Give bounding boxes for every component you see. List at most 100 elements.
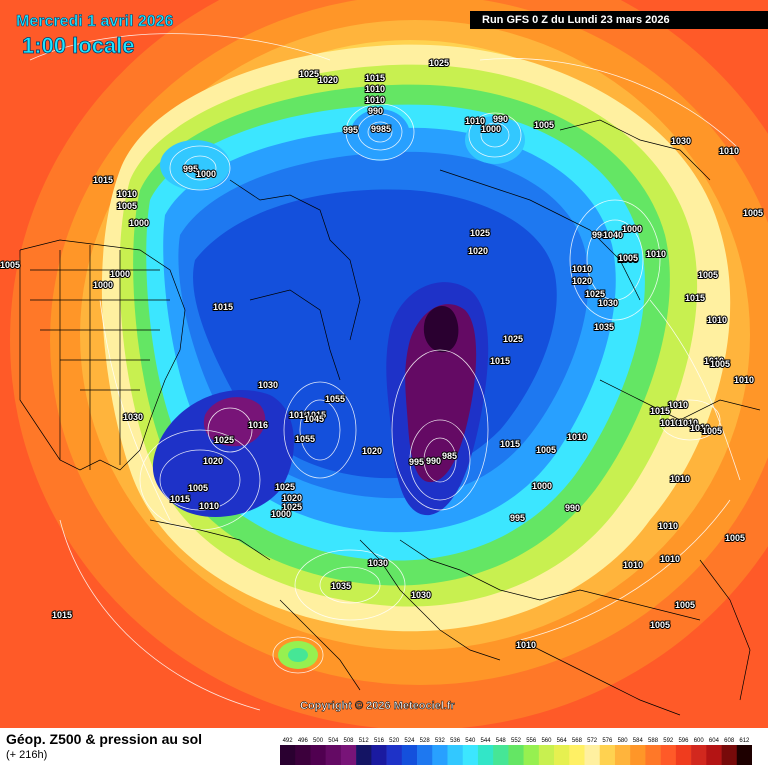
scale-tick-label: 540 bbox=[465, 738, 476, 744]
pressure-label: 990 bbox=[368, 106, 383, 116]
scale-swatch bbox=[401, 745, 418, 765]
pressure-label: 1025 bbox=[282, 502, 302, 512]
scale-tick-label: 500 bbox=[313, 738, 324, 744]
pressure-label: 1030 bbox=[123, 412, 143, 422]
pressure-label: 1020 bbox=[282, 493, 302, 503]
pressure-label: 985 bbox=[442, 451, 457, 461]
scale-swatch bbox=[645, 745, 661, 765]
pressure-label: 1005 bbox=[725, 533, 745, 543]
pressure-label: 1025 bbox=[214, 435, 234, 445]
pressure-label: 1010 bbox=[668, 400, 688, 410]
scale-swatch bbox=[493, 745, 509, 765]
pressure-label: 1025 bbox=[585, 289, 605, 299]
pressure-label: 995 bbox=[510, 513, 525, 523]
isobar-lines bbox=[29, 33, 741, 711]
pressure-label: 9985 bbox=[371, 124, 391, 134]
pressure-label: 995 bbox=[409, 457, 424, 467]
scale-tick-label: 588 bbox=[648, 738, 659, 744]
pressure-label: 1005 bbox=[618, 253, 638, 263]
scale-swatch bbox=[477, 745, 494, 765]
scale-swatch bbox=[523, 745, 540, 765]
pressure-label: 1000 bbox=[110, 269, 130, 279]
pressure-label: 1015 bbox=[93, 175, 113, 185]
pressure-label: 1016 bbox=[248, 420, 268, 430]
scale-swatch bbox=[310, 745, 326, 765]
scale-tick-label: 600 bbox=[694, 738, 705, 744]
pressure-label: 1005 bbox=[536, 445, 556, 455]
pressure-label: 1010 bbox=[658, 521, 678, 531]
pressure-label: 1010 bbox=[289, 410, 309, 420]
pressure-label: 1000 bbox=[481, 124, 501, 134]
scale-swatch bbox=[447, 745, 464, 765]
pressure-label: 1010 bbox=[670, 474, 690, 484]
pressure-label: 1005 bbox=[675, 600, 695, 610]
pressure-label: 1025 bbox=[275, 482, 295, 492]
pressure-label: 1010 bbox=[660, 554, 680, 564]
scale-swatch bbox=[569, 745, 585, 765]
scale-tick-label: 568 bbox=[572, 738, 583, 744]
pressure-label: 1015 bbox=[650, 406, 670, 416]
scale-swatch bbox=[691, 745, 707, 765]
pressure-label: 1010 bbox=[199, 501, 219, 511]
pressure-label: 990 bbox=[592, 230, 607, 240]
pressure-label: 1055 bbox=[325, 394, 345, 404]
pressure-label: 1010 bbox=[365, 95, 385, 105]
scale-tick-label: 492 bbox=[283, 738, 294, 744]
scale-swatch bbox=[584, 745, 601, 765]
scale-tick-label: 564 bbox=[557, 738, 568, 744]
pressure-label: 1035 bbox=[594, 322, 614, 332]
scale-swatch bbox=[280, 745, 296, 765]
scale-swatch bbox=[630, 745, 646, 765]
pressure-label: 1005 bbox=[534, 120, 554, 130]
scale-tick-label: 524 bbox=[404, 738, 415, 744]
pressure-label: 1005 bbox=[650, 620, 670, 630]
pressure-label: 990 bbox=[493, 114, 508, 124]
pressure-label: 1000 bbox=[532, 481, 552, 491]
pressure-label: 990 bbox=[426, 456, 441, 466]
scale-swatch bbox=[371, 745, 387, 765]
pressure-label: 1010 bbox=[465, 116, 485, 126]
scale-tick-label: 612 bbox=[739, 738, 750, 744]
scale-swatch bbox=[538, 745, 555, 765]
scale-tick-label: 512 bbox=[359, 738, 370, 744]
pressure-label: 1010 bbox=[572, 264, 592, 274]
scale-swatch bbox=[675, 745, 692, 765]
pressure-label: 1015 bbox=[52, 610, 72, 620]
scale-tick-label: 520 bbox=[389, 738, 400, 744]
scale-swatch bbox=[325, 745, 342, 765]
pressure-label: 1025 bbox=[429, 58, 449, 68]
model-run-banner: Run GFS 0 Z du Lundi 23 mars 2026 bbox=[470, 11, 768, 29]
pressure-label: 1020 bbox=[318, 75, 338, 85]
pressure-label: 1020 bbox=[572, 276, 592, 286]
scale-tick-label: 504 bbox=[328, 738, 339, 744]
scale-tick-label: 496 bbox=[298, 738, 309, 744]
pressure-label: 1005 bbox=[743, 208, 763, 218]
pressure-label: 1020 bbox=[362, 446, 382, 456]
pressure-label: 1040 bbox=[603, 230, 623, 240]
scale-tick-label: 544 bbox=[481, 738, 492, 744]
pressure-label: 1025 bbox=[299, 69, 319, 79]
pressure-label: 1015 bbox=[306, 410, 326, 420]
pressure-label: 1010 bbox=[734, 375, 754, 385]
pressure-label: 1025 bbox=[470, 228, 490, 238]
scale-tick-label: 532 bbox=[435, 738, 446, 744]
scale-tick-label: 536 bbox=[450, 738, 461, 744]
scale-swatch bbox=[356, 745, 372, 765]
pressure-label: 1030 bbox=[411, 590, 431, 600]
scale-swatch bbox=[706, 745, 722, 765]
scale-swatch bbox=[340, 745, 357, 765]
scale-swatch bbox=[554, 745, 570, 765]
pressure-label: 1015 bbox=[500, 439, 520, 449]
pressure-label: 1010 bbox=[707, 315, 727, 325]
pressure-label: 1000 bbox=[196, 169, 216, 179]
pressure-label: 1000 bbox=[622, 224, 642, 234]
pressure-label: 1010 bbox=[567, 432, 587, 442]
pressure-label: 1010 bbox=[117, 189, 137, 199]
scale-tick-label: 548 bbox=[496, 738, 507, 744]
pressure-label: 1010 bbox=[660, 418, 680, 428]
scale-swatch bbox=[736, 745, 752, 765]
pressure-label: 1010 bbox=[704, 356, 724, 366]
forecast-date: Mercredi 1 avril 2026 bbox=[16, 13, 174, 31]
scale-swatch bbox=[417, 745, 433, 765]
